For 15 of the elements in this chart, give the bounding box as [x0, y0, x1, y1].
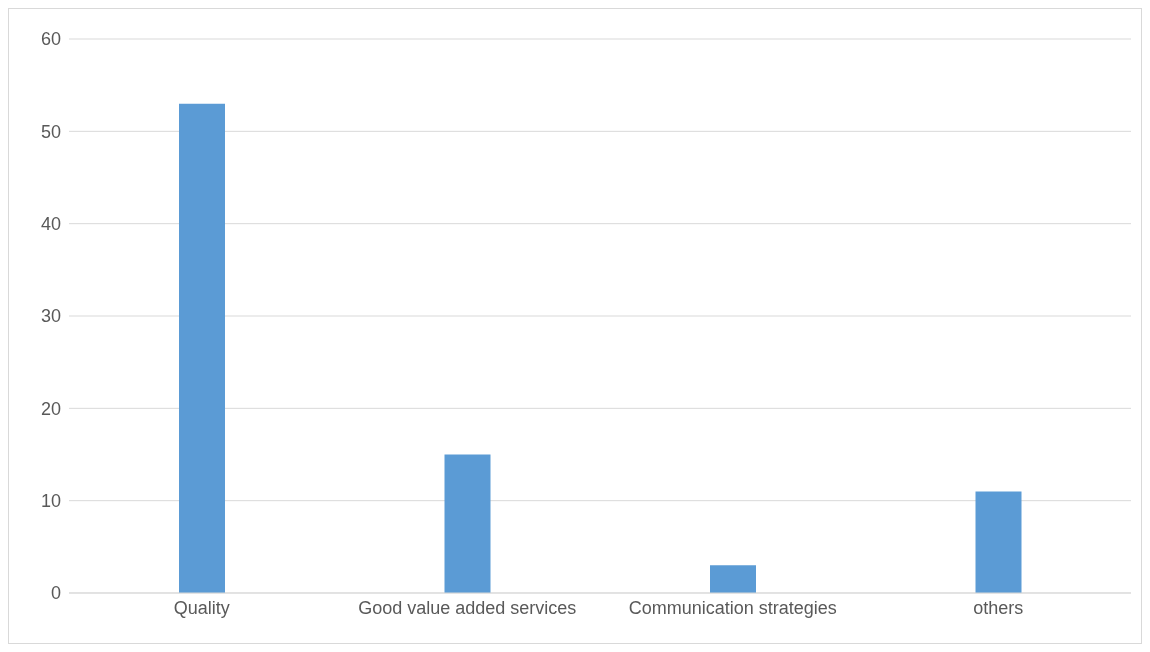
bar	[975, 491, 1022, 593]
x-tick-label: Communication strategies	[628, 597, 837, 618]
y-tick-label: 30	[40, 306, 61, 327]
bar	[179, 103, 225, 593]
y-tick-label: 40	[40, 214, 61, 235]
x-tick-label: Good value added services	[358, 597, 577, 618]
y-tick-label: 60	[40, 29, 61, 50]
y-tick-label: 20	[40, 398, 61, 419]
x-tick-label: Quality	[173, 597, 230, 618]
x-tick-label: others	[973, 597, 1024, 618]
y-tick-label: 50	[40, 121, 61, 142]
bar	[444, 454, 491, 593]
bar	[710, 565, 756, 593]
y-tick-label: 10	[40, 491, 61, 512]
y-tick-label: 0	[50, 583, 61, 604]
